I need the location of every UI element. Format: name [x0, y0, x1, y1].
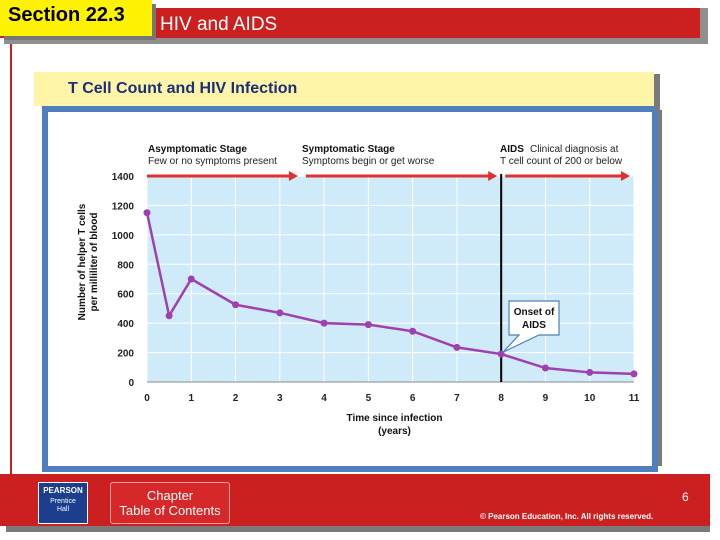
pearson-logo: PEARSON Prentice Hall	[38, 482, 88, 524]
stage-desc-asymptomatic: Few or no symptoms present	[148, 156, 277, 167]
stage-desc-aids-line2: T cell count of 200 or below	[500, 156, 623, 167]
data-point	[586, 368, 594, 376]
x-tick-label: 7	[454, 393, 460, 404]
y-tick-label: 400	[117, 319, 134, 330]
section-tag: Section 22.3	[0, 0, 152, 36]
x-tick-label: 3	[277, 393, 283, 404]
y-tick-label: 800	[117, 260, 134, 271]
header-shade	[700, 8, 708, 44]
y-axis-label-line2: per milliliter of blood	[89, 213, 100, 312]
section-label: Section 22.3	[8, 4, 125, 26]
toc-line2: Table of Contents	[119, 503, 221, 518]
page-title: HIV and AIDS	[160, 14, 278, 35]
x-axis-unit: (years)	[378, 426, 411, 437]
y-tick-label: 1200	[112, 201, 135, 212]
data-point	[320, 319, 328, 327]
frame-shade	[656, 110, 662, 466]
aids-callout-line1: Onset of	[514, 307, 555, 318]
x-tick-label: 0	[144, 393, 150, 404]
stage-arrowhead	[621, 171, 630, 181]
toc-line1: Chapter	[146, 488, 194, 503]
data-point	[143, 209, 151, 217]
x-tick-label: 8	[498, 393, 504, 404]
data-point	[453, 343, 461, 351]
figure-title-shade	[654, 74, 660, 110]
data-point	[364, 321, 372, 329]
x-tick-label: 2	[233, 393, 239, 404]
y-tick-label: 1400	[112, 172, 135, 183]
y-tick-label: 1000	[112, 231, 135, 242]
publisher-imprint-line2: Hall	[56, 506, 70, 513]
publisher-imprint-line1: Prentice	[50, 498, 76, 505]
stage-arrowhead	[288, 171, 298, 181]
x-tick-label: 4	[321, 393, 327, 404]
data-point	[630, 370, 638, 378]
aids-callout-box	[502, 300, 560, 353]
stage-desc-symptomatic: Symptoms begin or get worse	[302, 156, 435, 167]
data-point	[232, 301, 240, 309]
x-tick-label: 5	[366, 393, 372, 404]
chapter-toc-button[interactable]: Chapter Table of Contents	[110, 482, 230, 524]
y-tick-label: 0	[128, 378, 134, 389]
stage-title-asymptomatic: Asymptomatic Stage	[148, 144, 247, 155]
aids-callout-line2: AIDS	[522, 320, 546, 331]
data-point	[187, 275, 195, 283]
footer-shadow	[6, 526, 710, 532]
copyright-text: © Pearson Education, Inc. All rights res…	[480, 512, 654, 521]
data-point	[165, 312, 173, 320]
y-axis-label: Number of helper T cells	[77, 203, 88, 320]
stage-title-aids: AIDS	[500, 144, 524, 155]
figure-title: T Cell Count and HIV Infection	[68, 80, 298, 97]
data-point	[541, 364, 549, 372]
header-shadow	[4, 38, 704, 44]
page-number: 6	[682, 490, 689, 504]
x-tick-label: 11	[629, 393, 640, 404]
plot-background	[147, 176, 634, 382]
x-tick-label: 6	[410, 393, 416, 404]
figure-title-band: T Cell Count and HIV Infection	[34, 72, 654, 106]
stage-title-symptomatic: Symptomatic Stage	[302, 144, 395, 155]
x-axis-label: Time since infection	[347, 413, 443, 424]
stage-arrowhead	[488, 171, 498, 181]
x-tick-label: 9	[543, 393, 549, 404]
y-tick-label: 600	[117, 290, 134, 301]
left-rule	[10, 44, 12, 474]
data-point	[409, 327, 417, 335]
y-tick-label: 200	[117, 349, 134, 360]
data-point	[276, 309, 284, 317]
publisher-imprint: Prentice Hall	[39, 498, 87, 514]
stage-desc-aids: Clinical diagnosis at	[530, 144, 619, 155]
data-point	[497, 350, 505, 358]
publisher-name: PEARSON	[43, 486, 83, 495]
x-tick-label: 10	[584, 393, 596, 404]
x-tick-label: 1	[188, 393, 194, 404]
